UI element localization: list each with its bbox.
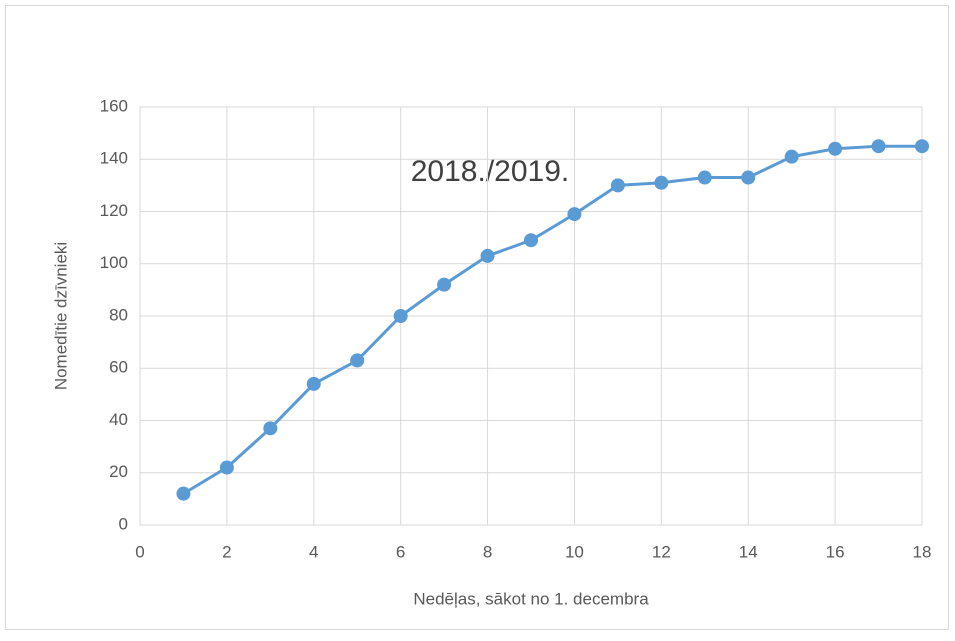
- marker: [263, 421, 278, 436]
- y-tick-label: 100: [100, 253, 128, 272]
- y-tick-label: 80: [109, 305, 128, 324]
- x-tick-label: 18: [913, 542, 932, 561]
- marker: [393, 309, 408, 323]
- annotation: 2018./2019.: [411, 155, 569, 188]
- marker: [524, 233, 538, 248]
- line: [182, 144, 922, 495]
- y-tick-label: 160: [100, 96, 128, 115]
- marker: [654, 175, 669, 190]
- x-tick-label: 2: [222, 542, 231, 561]
- marker: [697, 170, 712, 185]
- y-tick-label: 0: [119, 514, 128, 533]
- marker: [350, 353, 365, 368]
- marker: [219, 460, 234, 475]
- chart-border: [5, 5, 949, 630]
- y-tick-label: 120: [100, 201, 128, 220]
- marker: [784, 149, 799, 164]
- marker: [480, 248, 495, 263]
- x-tick-label: 4: [309, 542, 318, 561]
- x-axis-label: Nedēļas, sākot no 1. decembra: [413, 589, 649, 608]
- marker: [741, 170, 756, 185]
- x-tick-label: 0: [135, 542, 144, 561]
- marker: [567, 207, 582, 222]
- marker: [610, 178, 625, 193]
- y-axis-label: Nomedītie dzīvnieki: [51, 242, 70, 390]
- y-tick-label: 140: [100, 149, 128, 168]
- y-tick-label: 20: [109, 462, 128, 481]
- x-tick-label: 8: [483, 542, 492, 561]
- marker: [176, 486, 191, 501]
- y-tick-label: 40: [109, 410, 128, 429]
- y-tick-label: 60: [109, 358, 128, 377]
- marker: [437, 277, 452, 292]
- marker: [306, 376, 321, 391]
- x-tick-label: 16: [826, 542, 845, 561]
- marker: [871, 139, 886, 154]
- x-tick-label: 10: [565, 542, 584, 561]
- marker: [915, 139, 929, 154]
- marker: [828, 141, 843, 156]
- x-tick-label: 12: [652, 542, 671, 561]
- x-tick-label: 14: [739, 542, 758, 561]
- x-tick-label: 6: [396, 542, 405, 561]
